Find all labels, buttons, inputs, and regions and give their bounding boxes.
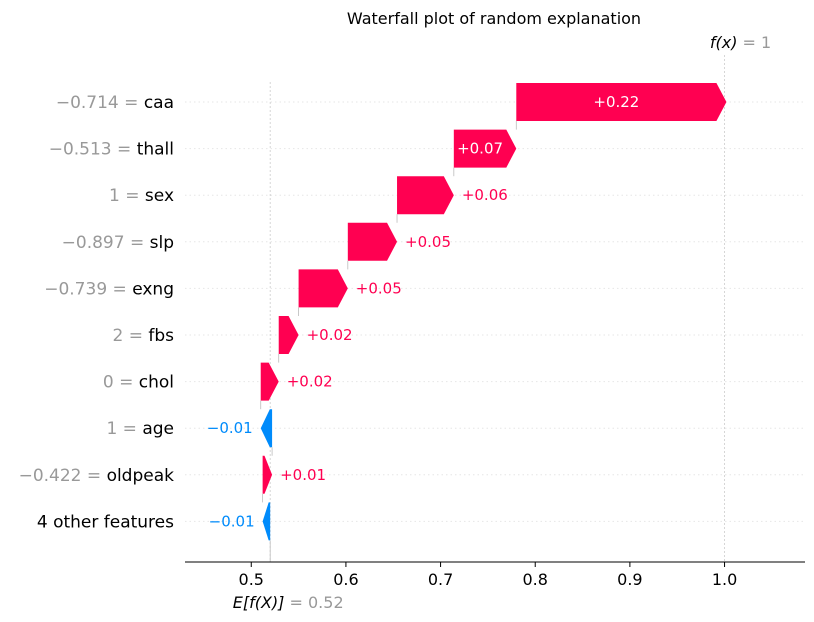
x-tick-label: 0.7 — [428, 570, 453, 589]
chart-title: Waterfall plot of random explanation — [347, 9, 641, 28]
bar-4 — [347, 222, 398, 261]
feature-labels: −0.714 = caa −0.513 = thall 1 = sex −0.897 … — [19, 93, 175, 532]
bar-label: +0.02 — [287, 373, 333, 391]
bar-label: −0.01 — [207, 419, 253, 437]
x-tick-label: 0.5 — [239, 570, 264, 589]
feature-label: 4 other features — [37, 512, 174, 532]
bar-label: +0.01 — [280, 466, 326, 484]
bar-label: −0.01 — [209, 512, 255, 530]
feature-label: −0.513 = thall — [49, 140, 174, 160]
bar-1 — [516, 83, 727, 121]
bar-label: +0.22 — [593, 93, 639, 111]
bar-label: +0.07 — [457, 140, 503, 158]
feature-label: −0.422 = oldpeak — [19, 466, 175, 486]
x-tick-label: 0.8 — [523, 570, 548, 589]
bar-5 — [298, 269, 348, 308]
feature-label: 0 = chol — [103, 373, 174, 393]
bar-10 — [262, 502, 271, 541]
bar-9 — [262, 455, 273, 494]
base-value-annotation: E[f(X)] = 0.52 — [233, 593, 344, 612]
x-tick-label: 0.9 — [617, 570, 642, 589]
base-output-annotations: E[f(X)] = 0.52 f(x) = 1 — [233, 33, 771, 612]
bar-label: +0.05 — [356, 279, 402, 297]
feature-label: 1 = age — [106, 419, 174, 439]
feature-label: 1 = sex — [109, 186, 174, 206]
feature-label: −0.897 = slp — [62, 233, 174, 253]
x-tick-label: 0.6 — [333, 570, 358, 589]
x-tick-label: 1.0 — [712, 570, 737, 589]
bar-label: +0.05 — [405, 233, 451, 251]
bars: +0.22 +0.07 +0.06 +0.05 +0.05 +0.02 +0.02 −0.01… — [207, 83, 727, 562]
feature-label: 2 = fbs — [112, 326, 174, 346]
feature-label: −0.739 = exng — [44, 279, 174, 299]
feature-label: −0.714 = caa — [56, 93, 174, 113]
guide-lines — [269, 55, 725, 562]
bar-2 — [453, 129, 517, 168]
bar-8 — [260, 409, 273, 448]
bar-6 — [278, 316, 299, 354]
bar-label: +0.06 — [462, 186, 508, 204]
x-axis: 0.5 0.6 0.7 0.8 0.9 1.0 — [185, 561, 805, 589]
bar-3 — [397, 176, 454, 215]
output-value-annotation: f(x) = 1 — [710, 33, 771, 52]
bar-7 — [260, 362, 279, 401]
bar-label: +0.02 — [307, 326, 353, 344]
